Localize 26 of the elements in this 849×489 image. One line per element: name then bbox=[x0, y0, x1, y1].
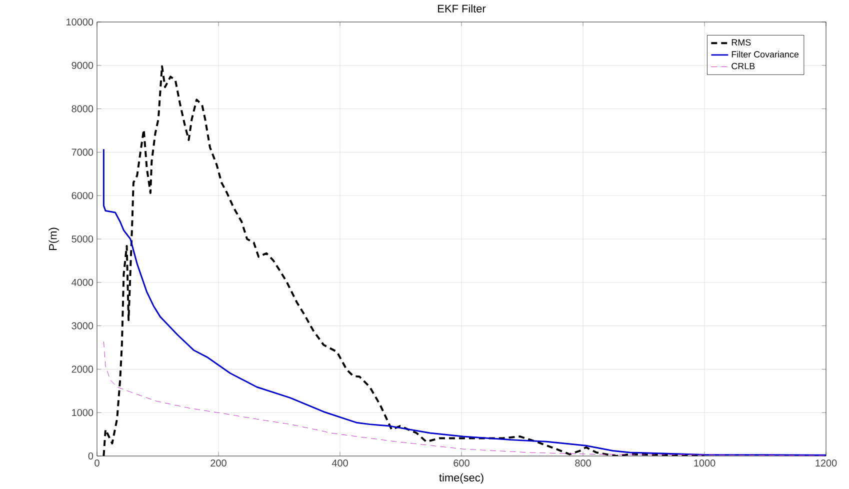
x-tick-label: 1200 bbox=[816, 460, 837, 467]
y-tick-label: 0 bbox=[88, 452, 94, 460]
line-series bbox=[103, 341, 826, 456]
x-axis-title: time(sec) bbox=[439, 473, 484, 484]
line-series bbox=[102, 148, 826, 456]
x-tick-label: 200 bbox=[210, 460, 226, 467]
y-tick-label: 7000 bbox=[72, 148, 94, 156]
y-tick-label: 6000 bbox=[72, 192, 94, 200]
y-axis-title: P(m) bbox=[48, 228, 59, 250]
x-tick-label: 800 bbox=[575, 460, 591, 467]
y-tick-label: 1000 bbox=[72, 409, 94, 416]
y-tick-label: 2000 bbox=[72, 366, 94, 373]
x-tick-label: 0 bbox=[94, 460, 100, 467]
legend-label: CRLB bbox=[732, 62, 755, 70]
x-tick-label: 1000 bbox=[694, 460, 716, 467]
y-tick-label: 8000 bbox=[72, 105, 94, 112]
y-tick-label: 5000 bbox=[72, 235, 94, 243]
chart-title: EKF Filter bbox=[438, 4, 486, 12]
y-tick-label: 10000 bbox=[66, 18, 94, 26]
y-tick-label: 3000 bbox=[72, 322, 94, 330]
legend-label: Filter Covariance bbox=[732, 50, 799, 58]
y-tick-label: 9000 bbox=[72, 62, 94, 69]
x-tick-label: 400 bbox=[332, 460, 348, 467]
legend-label: RMS bbox=[732, 39, 751, 46]
y-tick-label: 4000 bbox=[72, 278, 94, 286]
x-tick-label: 600 bbox=[454, 460, 470, 467]
